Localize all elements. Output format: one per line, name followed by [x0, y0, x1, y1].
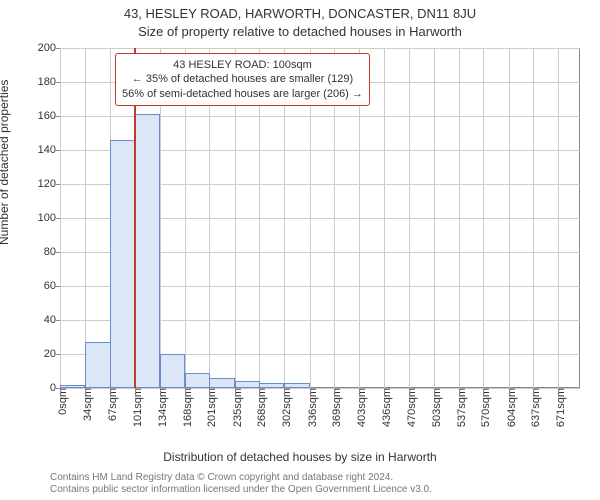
grid-line-h — [60, 48, 580, 49]
xtick-label: 604sqm — [506, 388, 518, 427]
xtick-mark — [509, 388, 510, 392]
xtick-label: 470sqm — [406, 388, 418, 427]
xtick-mark — [483, 388, 484, 392]
xtick-label: 101sqm — [132, 388, 144, 427]
ytick-mark — [56, 184, 60, 185]
grid-line-v — [384, 48, 385, 388]
ytick-mark — [56, 286, 60, 287]
xtick-mark — [359, 388, 360, 392]
histogram-bar — [235, 381, 260, 388]
xtick-label: 570sqm — [480, 388, 492, 427]
xtick-mark — [185, 388, 186, 392]
ytick-label: 60 — [44, 280, 56, 292]
xtick-mark — [459, 388, 460, 392]
grid-line-v — [483, 48, 484, 388]
grid-line-v — [459, 48, 460, 388]
xtick-mark — [334, 388, 335, 392]
ytick-label: 180 — [38, 76, 56, 88]
histogram-bar — [209, 378, 234, 388]
xtick-label: 671sqm — [555, 388, 567, 427]
grid-line-v — [509, 48, 510, 388]
ytick-mark — [56, 218, 60, 219]
xtick-label: 268sqm — [256, 388, 268, 427]
ytick-mark — [56, 82, 60, 83]
xtick-label: 0sqm — [57, 388, 69, 415]
xtick-mark — [310, 388, 311, 392]
callout-line-3: 56% of semi-detached houses are larger (… — [122, 87, 363, 101]
ytick-mark — [56, 252, 60, 253]
ytick-mark — [56, 320, 60, 321]
xtick-mark — [135, 388, 136, 392]
x-axis-label: Distribution of detached houses by size … — [0, 450, 600, 464]
plot-area: 020406080100120140160180200 0sqm34sqm67s… — [60, 48, 580, 388]
xtick-label: 134sqm — [157, 388, 169, 427]
xtick-mark — [209, 388, 210, 392]
ytick-label: 80 — [44, 246, 56, 258]
grid-line-v — [558, 48, 559, 388]
xtick-label: 302sqm — [281, 388, 293, 427]
attribution-line-1: Contains HM Land Registry data © Crown c… — [50, 472, 432, 484]
xtick-mark — [434, 388, 435, 392]
page-subtitle: Size of property relative to detached ho… — [0, 24, 600, 39]
y-axis-label: Number of detached properties — [0, 80, 11, 245]
ytick-label: 120 — [38, 178, 56, 190]
xtick-mark — [533, 388, 534, 392]
xtick-mark — [409, 388, 410, 392]
ytick-label: 40 — [44, 314, 56, 326]
attribution-line-2: Contains public sector information licen… — [50, 484, 432, 496]
xtick-label: 34sqm — [82, 388, 94, 421]
xtick-label: 201sqm — [206, 388, 218, 427]
xtick-mark — [284, 388, 285, 392]
callout-line-1: 43 HESLEY ROAD: 100sqm — [122, 58, 363, 72]
histogram-bar — [160, 354, 185, 388]
xtick-mark — [85, 388, 86, 392]
xtick-label: 168sqm — [182, 388, 194, 427]
histogram-bar — [135, 114, 160, 388]
grid-line-v — [533, 48, 534, 388]
ytick-mark — [56, 150, 60, 151]
grid-line-v — [60, 48, 61, 388]
grid-line-v — [409, 48, 410, 388]
xtick-label: 336sqm — [307, 388, 319, 427]
xtick-mark — [259, 388, 260, 392]
xtick-label: 537sqm — [456, 388, 468, 427]
xtick-label: 403sqm — [356, 388, 368, 427]
ytick-mark — [56, 116, 60, 117]
xtick-label: 637sqm — [530, 388, 542, 427]
xtick-mark — [384, 388, 385, 392]
ytick-label: 200 — [38, 42, 56, 54]
grid-line-v — [434, 48, 435, 388]
callout-box: 43 HESLEY ROAD: 100sqm ← 35% of detached… — [115, 53, 370, 106]
histogram-bar — [85, 342, 110, 388]
xtick-label: 67sqm — [107, 388, 119, 421]
xtick-mark — [235, 388, 236, 392]
page-title: 43, HESLEY ROAD, HARWORTH, DONCASTER, DN… — [0, 6, 600, 21]
xtick-mark — [558, 388, 559, 392]
ytick-mark — [56, 354, 60, 355]
xtick-label: 436sqm — [381, 388, 393, 427]
histogram-bar — [185, 373, 210, 388]
xtick-mark — [60, 388, 61, 392]
grid-line-v — [85, 48, 86, 388]
xtick-label: 369sqm — [331, 388, 343, 427]
ytick-label: 160 — [38, 110, 56, 122]
ytick-label: 140 — [38, 144, 56, 156]
ytick-mark — [56, 48, 60, 49]
ytick-label: 20 — [44, 348, 56, 360]
histogram-bar — [110, 140, 135, 388]
callout-line-2: ← 35% of detached houses are smaller (12… — [122, 72, 363, 86]
xtick-mark — [160, 388, 161, 392]
chart-container: 43, HESLEY ROAD, HARWORTH, DONCASTER, DN… — [0, 0, 600, 500]
ytick-label: 100 — [38, 212, 56, 224]
xtick-label: 235sqm — [232, 388, 244, 427]
xtick-mark — [110, 388, 111, 392]
xtick-label: 503sqm — [431, 388, 443, 427]
attribution: Contains HM Land Registry data © Crown c… — [50, 472, 432, 496]
